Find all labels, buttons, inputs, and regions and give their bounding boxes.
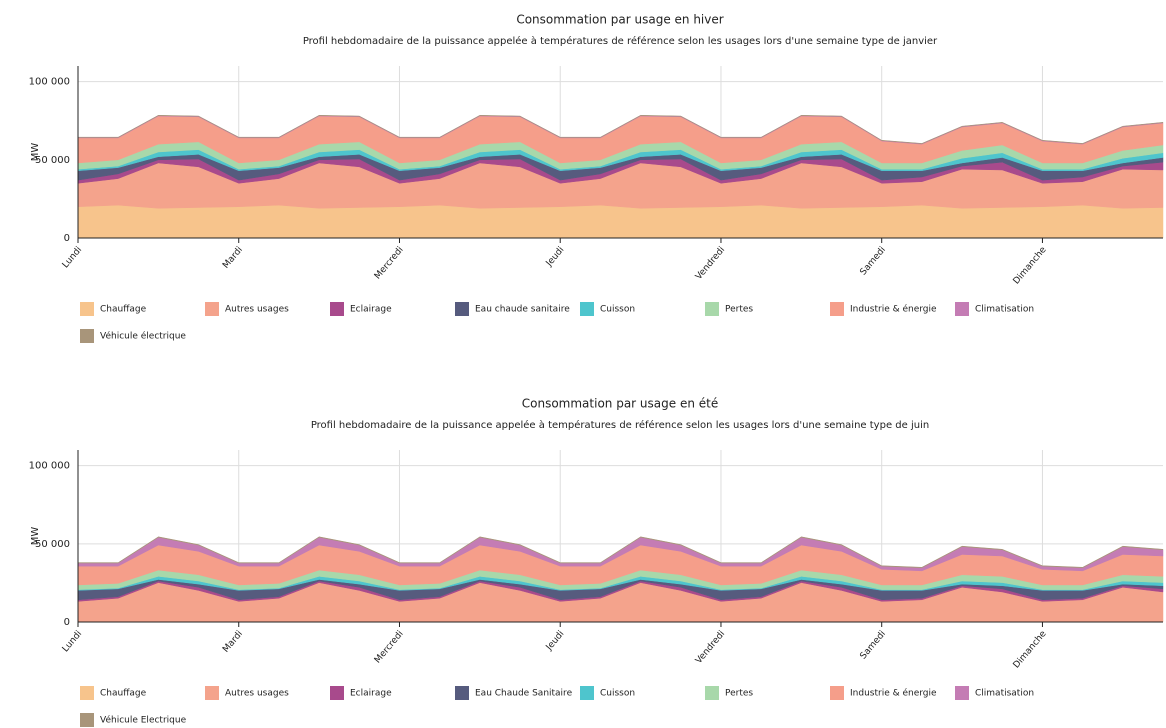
x-tick-label: Jeudi — [544, 245, 567, 269]
legend-label: Industrie & énergie — [850, 688, 937, 699]
legend-swatch — [455, 302, 469, 316]
legend-label: Chauffage — [100, 305, 147, 315]
x-tick-label: Mardi — [221, 629, 245, 655]
x-tick-label: Jeudi — [544, 629, 567, 653]
legend-label: Pertes — [725, 689, 753, 699]
x-tick-label: Mardi — [221, 245, 245, 271]
legend-label: Eclairage — [350, 305, 392, 315]
y-axis-label: MW — [30, 527, 41, 546]
legend-swatch — [455, 686, 469, 700]
chart-subtitle: Profil hebdomadaire de la puissance appe… — [311, 419, 929, 431]
legend-swatch — [705, 686, 719, 700]
legend-label: Chauffage — [100, 689, 147, 699]
legend-label: Cuisson — [600, 689, 635, 699]
y-tick-label: 0 — [64, 233, 70, 244]
legend-swatch — [80, 302, 94, 316]
legend-label: Véhicule Electrique — [100, 715, 187, 726]
y-tick-label: 50 000 — [35, 155, 70, 166]
legend-swatch — [830, 686, 844, 700]
legend-swatch — [580, 302, 594, 316]
chart-subtitle: Profil hebdomadaire de la puissance appe… — [303, 35, 938, 47]
legend-label: Eau Chaude Sanitaire — [475, 689, 573, 699]
legend-swatch — [830, 302, 844, 316]
legend-label: Cuisson — [600, 305, 635, 315]
legend-label: Autres usages — [225, 689, 289, 699]
x-tick-label: Lundi — [61, 629, 84, 654]
x-tick-label: Dimanche — [1012, 245, 1049, 287]
y-tick-label: 100 000 — [29, 77, 70, 88]
legend-swatch — [705, 302, 719, 316]
legend-swatch — [205, 686, 219, 700]
chart-title: Consommation par usage en hiver — [516, 13, 723, 27]
x-tick-label: Vendredi — [694, 245, 727, 282]
area — [77, 115, 1164, 144]
legend-label: Eau chaude sanitaire — [475, 305, 570, 315]
x-tick-label: Samedi — [859, 629, 888, 661]
y-tick-label: 100 000 — [29, 461, 70, 472]
legend-swatch — [955, 302, 969, 316]
legend-label: Autres usages — [225, 305, 289, 315]
legend-swatch — [955, 686, 969, 700]
legend-swatch — [80, 329, 94, 343]
area — [77, 536, 1164, 568]
y-tick-label: 50 000 — [35, 539, 70, 550]
x-tick-label: Samedi — [859, 245, 888, 277]
legend-label: Climatisation — [975, 689, 1034, 699]
area — [77, 204, 1164, 239]
y-tick-label: 0 — [64, 617, 70, 628]
legend-swatch — [330, 302, 344, 316]
legend-label: Eclairage — [350, 689, 392, 699]
x-tick-label: Mercredi — [373, 245, 406, 281]
x-tick-label: Lundi — [61, 245, 84, 270]
chart-title: Consommation par usage en été — [522, 397, 718, 411]
y-axis-label: MW — [30, 143, 41, 162]
x-tick-label: Dimanche — [1012, 629, 1049, 671]
legend-label: Véhicule électrique — [100, 331, 186, 342]
x-tick-label: Vendredi — [694, 629, 727, 666]
legend-swatch — [80, 713, 94, 727]
x-tick-label: Mercredi — [373, 629, 406, 665]
legend-swatch — [205, 302, 219, 316]
legend-swatch — [330, 686, 344, 700]
legend-label: Climatisation — [975, 305, 1034, 315]
legend-swatch — [580, 686, 594, 700]
legend-swatch — [80, 686, 94, 700]
legend-label: Industrie & énergie — [850, 304, 937, 315]
legend-label: Pertes — [725, 305, 753, 315]
